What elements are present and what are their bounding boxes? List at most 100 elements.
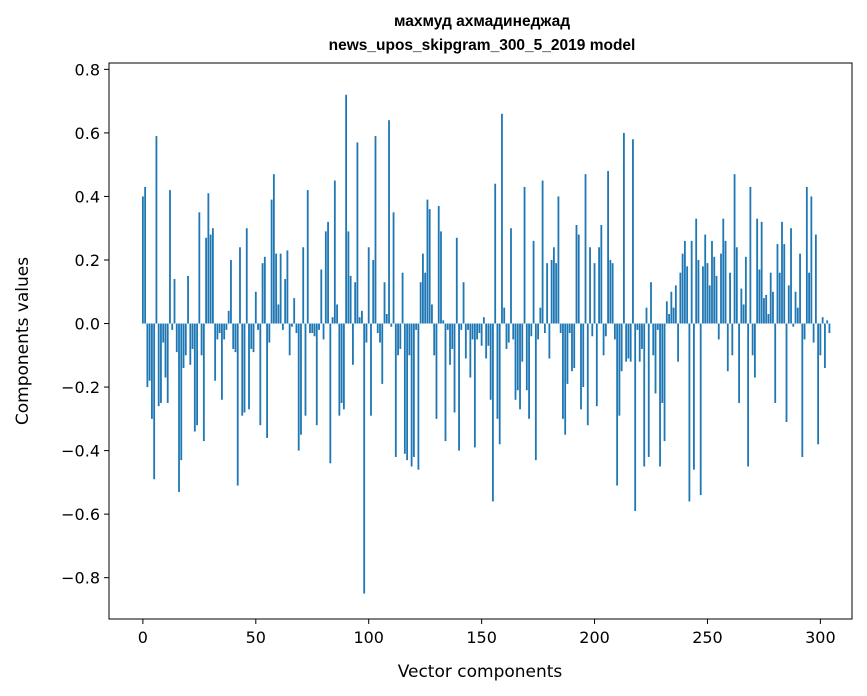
bar-174: [534, 323, 537, 461]
bar-303: [826, 320, 829, 324]
x-axis-label: Vector components: [398, 662, 563, 682]
bar-2: [146, 323, 149, 388]
bar-192: [575, 225, 578, 324]
bar-193: [577, 234, 580, 324]
bar-16: [178, 323, 180, 492]
bar-200: [593, 263, 596, 324]
bar-169: [523, 186, 526, 324]
bar-238: [679, 272, 682, 324]
bar-31: [211, 228, 214, 324]
bar-239: [681, 253, 684, 324]
bar-73: [306, 190, 309, 324]
bar-9: [162, 323, 165, 343]
bar-80: [322, 323, 325, 340]
bar-299: [817, 323, 820, 445]
bar-96: [358, 317, 361, 324]
bar-292: [801, 323, 804, 457]
bar-255: [717, 323, 720, 340]
bar-216: [629, 323, 632, 362]
bar-144: [467, 323, 469, 330]
bar-72: [304, 323, 307, 416]
bar-240: [683, 240, 686, 324]
bar-124: [422, 253, 424, 324]
bar-54: [263, 256, 266, 324]
bar-271: [753, 323, 756, 378]
bar-121: [415, 323, 418, 330]
bar-38: [227, 310, 230, 324]
bar-273: [758, 269, 761, 324]
bar-48: [250, 323, 253, 349]
y-tick-label: 0.4: [75, 187, 100, 206]
bar-236: [674, 285, 677, 324]
bar-108: [385, 313, 388, 324]
bar-205: [604, 323, 607, 337]
bar-91: [347, 231, 350, 324]
bar-285: [785, 323, 788, 423]
bar-128: [431, 304, 433, 324]
y-tick-label: 0.6: [75, 124, 100, 143]
bar-210: [616, 323, 619, 486]
bar-157: [496, 323, 499, 419]
bar-130: [435, 323, 438, 419]
bar-36: [223, 323, 226, 340]
bar-218: [634, 323, 637, 511]
bar-21: [189, 323, 192, 365]
bar-45: [243, 323, 246, 413]
bar-194: [580, 323, 582, 410]
bar-180: [548, 323, 551, 359]
bar-160: [503, 307, 506, 324]
bar-60: [277, 304, 280, 324]
bar-1: [144, 186, 147, 324]
bar-70: [300, 323, 302, 435]
bar-282: [778, 272, 781, 324]
bar-23: [193, 323, 196, 432]
bar-65: [288, 323, 291, 356]
y-axis-label: Components values: [13, 257, 33, 425]
bar-69: [297, 323, 300, 451]
bar-298: [814, 234, 817, 324]
bar-228: [656, 323, 659, 330]
bar-118: [408, 323, 411, 356]
bar-233: [668, 313, 670, 324]
bar-44: [241, 323, 244, 416]
x-tick-label: 150: [466, 628, 497, 647]
bar-287: [790, 228, 792, 324]
bar-150: [480, 323, 483, 346]
bar-125: [424, 272, 427, 324]
bar-190: [571, 323, 573, 372]
bar-284: [783, 244, 786, 324]
bar-146: [471, 323, 474, 340]
bar-138: [453, 323, 456, 413]
bar-221: [641, 323, 643, 349]
bar-6: [155, 136, 158, 324]
bar-52: [259, 323, 262, 426]
bar-151: [482, 317, 485, 324]
bar-250: [706, 263, 709, 324]
bar-56: [268, 323, 271, 343]
bar-139: [455, 237, 458, 324]
bar-179: [546, 263, 549, 324]
bar-259: [726, 323, 729, 372]
bar-122: [417, 323, 420, 470]
bar-191: [573, 323, 576, 369]
y-tick-label: −0.8: [61, 569, 100, 588]
bar-187: [564, 323, 567, 435]
bar-265: [740, 288, 743, 324]
bar-110: [390, 323, 393, 327]
bar-147: [473, 323, 476, 448]
bar-217: [632, 139, 634, 324]
bar-251: [708, 285, 711, 324]
bar-163: [510, 228, 512, 324]
bar-161: [505, 323, 508, 349]
bar-230: [661, 323, 664, 403]
bar-168: [521, 323, 524, 362]
bar-132: [440, 231, 442, 324]
bar-75: [311, 323, 314, 334]
bar-106: [381, 323, 384, 384]
bar-93: [352, 323, 354, 365]
bar-219: [636, 323, 639, 330]
bar-61: [279, 253, 282, 324]
bar-95: [356, 142, 359, 324]
bar-116: [403, 323, 406, 454]
bar-57: [270, 199, 273, 324]
